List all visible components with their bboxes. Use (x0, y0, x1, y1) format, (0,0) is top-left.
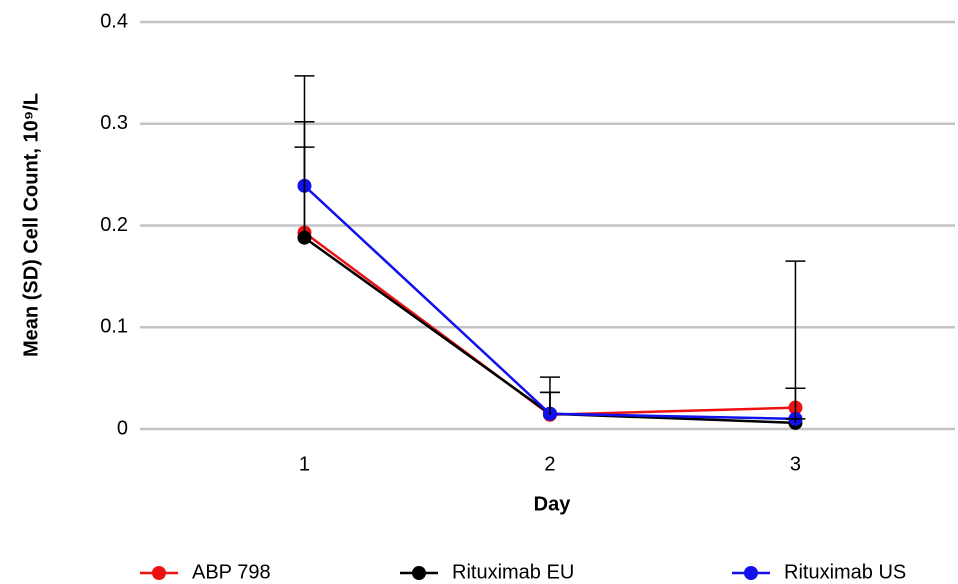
y-tick-label: 0.4 (100, 10, 128, 32)
legend-label: Rituximab EU (452, 561, 574, 583)
x-tick-label: 1 (299, 453, 310, 475)
x-tick-label: 2 (544, 453, 555, 475)
y-axis-label: Mean (SD) Cell Count, 10⁹/L (20, 93, 42, 357)
y-tick-label: 0.2 (100, 214, 128, 236)
legend-swatch-marker (152, 566, 166, 580)
y-tick-label: 0.1 (100, 316, 128, 338)
x-axis-label: Day (534, 493, 572, 515)
x-tick-label: 3 (790, 453, 801, 475)
legend-label: ABP 798 (192, 561, 271, 583)
legend-swatch-marker (412, 566, 426, 580)
legend-swatch-marker (744, 566, 758, 580)
legend-label: Rituximab US (784, 561, 906, 583)
y-tick-label: 0 (117, 417, 128, 439)
y-tick-label: 0.3 (100, 112, 128, 134)
